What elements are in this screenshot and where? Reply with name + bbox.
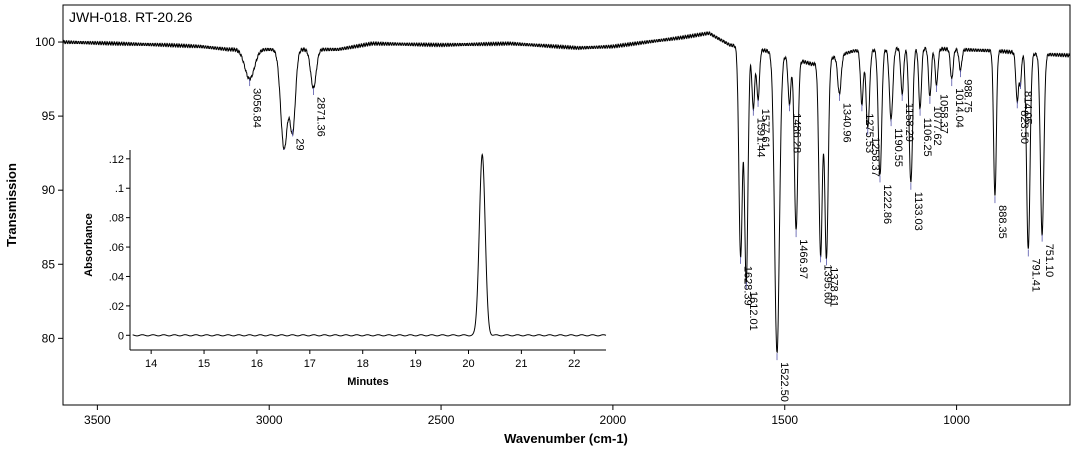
y-tick-label: 80 [42, 331, 56, 345]
y-axis-ticks: 100 95 90 85 80 [35, 35, 63, 345]
inset-y-axis-ticks: .12 .1 .08 .06 .04 .02 0 [109, 154, 130, 342]
peak-label: 3056.84 [251, 88, 263, 128]
peak-label: 888.35 [996, 205, 1008, 239]
peak-label: 1577.61 [759, 109, 771, 149]
peak-label: 791.41 [1029, 258, 1041, 292]
peak-label: 1222.86 [881, 184, 893, 224]
peak-label: 1340.96 [840, 103, 852, 143]
peak-label: 751.10 [1043, 244, 1055, 278]
inset-x-axis-title: Minutes [347, 376, 389, 388]
inset-y-tick-label: .04 [109, 271, 124, 283]
inset-x-tick-label: 14 [145, 358, 157, 370]
inset-y-tick-label: 0 [118, 330, 124, 342]
peak-label: 1275.53 [863, 113, 875, 153]
peak-label: 1395.60 [822, 264, 834, 304]
peak-label: 1466.97 [797, 239, 809, 279]
peak-label: 1158.29 [903, 103, 915, 142]
x-tick-label: 3000 [256, 413, 283, 427]
inset-y-tick-label: .12 [109, 154, 124, 166]
y-tick-label: 85 [42, 257, 56, 271]
inset-x-tick-label: 19 [409, 358, 421, 370]
inset-x-tick-label: 21 [515, 358, 527, 370]
inset-x-tick-label: 18 [357, 358, 369, 370]
peak-label: 814.05 [1022, 91, 1034, 125]
inset-y-tick-label: .02 [109, 301, 124, 313]
x-axis-ticks: 3500 3000 2500 2000 1500 1000 [84, 405, 970, 427]
inset-x-tick-label: 20 [462, 358, 474, 370]
peak-label: 1378.61 [828, 267, 840, 307]
peak-label: 1106.25 [921, 118, 933, 157]
inset-y-tick-label: .08 [109, 213, 124, 225]
inset-x-tick-label: 22 [568, 358, 580, 370]
x-tick-label: 2500 [428, 413, 455, 427]
x-tick-label: 1000 [943, 413, 970, 427]
peak-label: 1133.03 [912, 192, 924, 231]
x-tick-label: 2000 [600, 413, 627, 427]
peak-label: 1612.01 [747, 291, 759, 331]
peak-label: 1522.50 [778, 362, 790, 402]
peak-label: 2871.36 [314, 97, 326, 137]
y-tick-label: 95 [42, 109, 56, 123]
plot-frame [62, 4, 1071, 406]
inset-background [128, 150, 608, 350]
peak-label: 823.50 [1018, 110, 1030, 144]
peak-label: 1014.04 [953, 88, 965, 128]
inset-x-tick-label: 16 [251, 358, 263, 370]
peak-label: 1058.37 [938, 94, 950, 134]
inset-x-tick-label: 15 [198, 358, 210, 370]
inset-y-axis-title: Absorbance [83, 213, 95, 277]
chart-title: JWH-018. RT-20.26 [69, 9, 193, 25]
peak-label: 1258.37 [869, 137, 881, 177]
x-tick-label: 1500 [771, 413, 798, 427]
peak-label: 1628.39 [742, 266, 754, 306]
y-tick-label: 90 [42, 183, 56, 197]
inset-x-tick-label: 17 [304, 358, 316, 370]
x-axis-title: Wavenumber (cm-1) [504, 431, 628, 446]
y-axis-title: Transmission [4, 163, 19, 247]
peak-label: 1077.62 [931, 106, 943, 146]
x-tick-label: 3500 [84, 413, 111, 427]
y-tick-label: 100 [35, 35, 55, 49]
chromatogram-line [132, 153, 607, 337]
peak-label: 1591.44 [754, 118, 766, 158]
peak-label: 988.75 [962, 79, 974, 113]
chromatogram-inset: .12 .1 .08 .06 .04 .02 0 14 15 16 17 18 19 20 21 22 Ab… [83, 150, 608, 388]
peak-label: 1190.55 [892, 128, 904, 167]
inset-y-tick-label: .06 [109, 242, 124, 254]
peak-label: 1486.28 [791, 113, 803, 153]
inset-x-axis-ticks: 14 15 16 17 18 19 20 21 22 [145, 350, 580, 370]
inset-y-tick-label: .1 [115, 183, 124, 195]
